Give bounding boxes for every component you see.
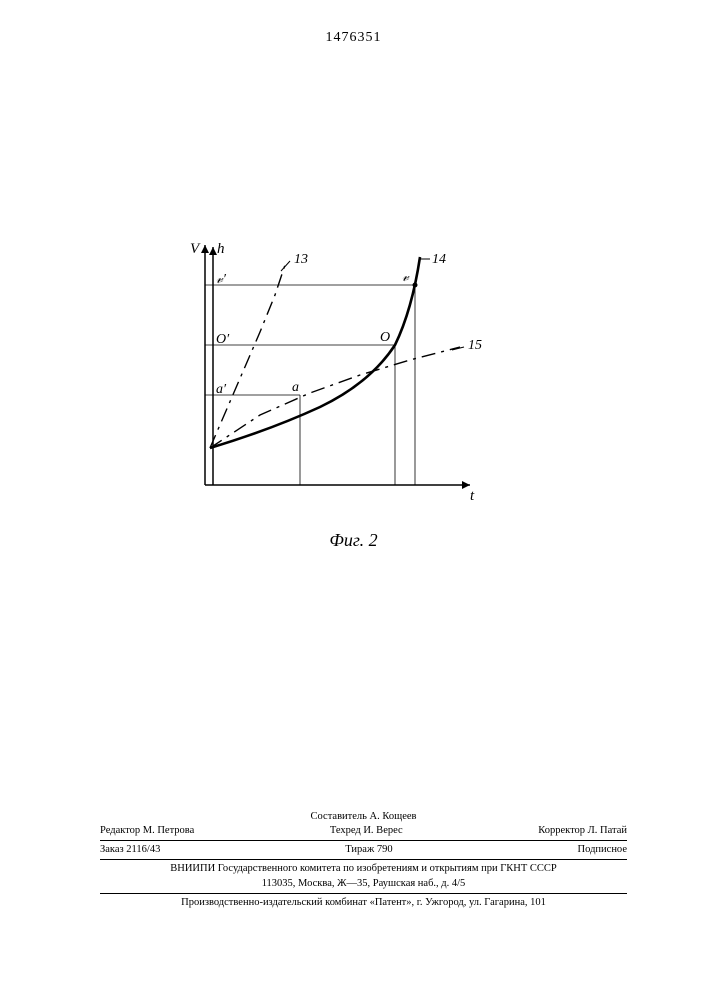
curve-label-15: 15: [468, 338, 482, 353]
label-a: a: [292, 380, 299, 395]
curve-label-14: 14: [432, 252, 446, 267]
label-v-prime: 𝓋′: [216, 272, 227, 287]
footer-block: Составитель А. Кощеев Редактор М. Петров…: [100, 810, 627, 910]
figure-caption: Фиг. 2: [0, 530, 707, 551]
axis-label-t: t: [470, 488, 475, 504]
org-line: ВНИИПИ Государственного комитета по изоб…: [100, 862, 627, 876]
techred: Техред И. Верес: [330, 824, 403, 838]
label-a-prime: a′: [216, 382, 227, 397]
compiler-line: Составитель А. Кощеев: [100, 810, 627, 824]
subscr: Подписное: [578, 843, 627, 857]
axis-label-h: h: [217, 241, 225, 257]
editor: Редактор М. Петрова: [100, 824, 194, 838]
label-v: 𝓋: [402, 270, 410, 285]
curve-label-13: 13: [294, 252, 308, 267]
axis-label-V: V: [190, 241, 201, 257]
label-O: O: [380, 330, 390, 345]
order: Заказ 2116/43: [100, 843, 160, 857]
label-O-prime: O′: [216, 332, 230, 347]
corrector: Корректор Л. Патай: [538, 824, 627, 838]
addr-line: 113035, Москва, Ж—35, Раушская наб., д. …: [100, 877, 627, 891]
figure-2: V h t 𝓋′ O′ a′ a O 𝓋 13 14 15: [170, 235, 490, 525]
tirazh: Тираж 790: [345, 843, 392, 857]
prod-line: Производственно-издательский комбинат «П…: [100, 896, 627, 910]
doc-number: 1476351: [0, 30, 707, 46]
